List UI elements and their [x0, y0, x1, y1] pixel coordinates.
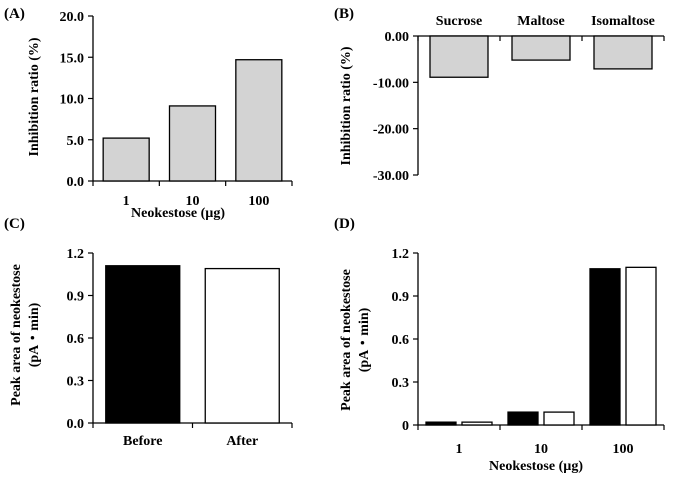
- panel-d-bar: [507, 411, 539, 426]
- panel-c-y-tick-label: 0.9: [67, 290, 85, 305]
- panel-b-y-tick-label: -20.00: [373, 123, 409, 138]
- panel-a-bar: [168, 105, 217, 182]
- panel-a-y-tick-label: 20.0: [60, 10, 85, 25]
- panel-c-bar: [105, 265, 181, 424]
- panel-b-y-tick-label: -30.00: [373, 169, 409, 184]
- panel-c-y-tick-label: 0.6: [67, 332, 85, 347]
- panel-c-y-tick-label: 0.3: [67, 375, 85, 390]
- panel-b-category-label: Isomaltose: [591, 14, 655, 29]
- panel-d-category-label: 10: [534, 442, 548, 457]
- panel-b-category-label: Maltose: [517, 14, 564, 29]
- panel-label-a: (A): [4, 6, 25, 22]
- panel-b-bar: [429, 35, 489, 78]
- panel-c-bar: [204, 267, 280, 424]
- panel-c-y-axis-title-line1: Peak area of neokestose: [9, 264, 24, 406]
- panel-d-y-tick-label: 0: [402, 419, 409, 434]
- panel-a-bar: [235, 59, 283, 182]
- panel-a-y-tick-label: 5.0: [67, 134, 85, 149]
- panel-c-y-tick-label: 0.0: [67, 417, 85, 432]
- panel-label-d: (D): [334, 216, 355, 232]
- panel-d-y-tick-label: 0.6: [392, 333, 410, 348]
- panel-a-bar: [102, 137, 150, 182]
- panel-a-y-tick-label: 10.0: [60, 93, 85, 108]
- panel-d-bar: [625, 266, 657, 426]
- panel-a-category-label: 100: [248, 194, 269, 209]
- panel-a-x-axis-title: Neokestose (µg): [131, 206, 225, 221]
- panel-b-y-axis-title: Inhibition ratio (%): [339, 46, 354, 165]
- panel-d-y-tick-label: 0.3: [392, 376, 410, 391]
- panel-d-bar: [461, 421, 493, 426]
- panel-d-category-label: 1: [456, 442, 463, 457]
- panel-a-y-tick-label: 15.0: [60, 51, 85, 66]
- panel-label-c: (C): [4, 216, 25, 232]
- panel-b: (B) Inhibition ratio (%) 0.00 -10.00 -20.0…: [334, 6, 665, 184]
- panel-a-category-label: 1: [123, 194, 130, 209]
- panel-label-b: (B): [334, 6, 354, 22]
- panel-a-y-tick-label: 0.0: [67, 175, 85, 190]
- panel-b-bar: [593, 35, 653, 70]
- panel-c: (C) Peak area of neokestose (pA・min) 0.0…: [4, 216, 293, 449]
- panel-d-x-axis-title: Neokestose (µg): [489, 459, 583, 474]
- panel-d-y-tick-label: 0.9: [392, 290, 410, 305]
- panel-c-y-axis-title-line2: (pA・min): [27, 302, 42, 367]
- panel-b-y-tick-label: -10.00: [373, 76, 409, 91]
- panel-a: (A) Inhibition ratio (%) Neokestose (µg)…: [4, 6, 293, 221]
- panel-c-y-tick-label: 1.2: [67, 247, 85, 262]
- panel-d-bar: [589, 268, 621, 426]
- panel-c-category-label: After: [226, 434, 258, 449]
- panel-d-bar: [425, 421, 457, 426]
- panel-d-y-axis-title-line1: Peak area of neokestose: [339, 269, 354, 411]
- panel-d-bar: [543, 411, 575, 426]
- panel-d-category-label: 100: [613, 442, 634, 457]
- panel-b-bar: [511, 35, 571, 61]
- panel-c-category-label: Before: [123, 434, 162, 449]
- panel-a-y-axis-title: Inhibition ratio (%): [27, 37, 42, 156]
- panel-d-y-axis-title-line2: (pA・min): [357, 307, 372, 372]
- panel-d: (D) Peak area of neokestose (pA・min) Neo…: [334, 216, 665, 474]
- panel-d-y-tick-label: 1.2: [392, 247, 410, 262]
- panel-a-category-label: 10: [186, 194, 200, 209]
- panel-b-category-label: Sucrose: [436, 14, 482, 29]
- panel-b-y-tick-label: 0.00: [385, 30, 410, 45]
